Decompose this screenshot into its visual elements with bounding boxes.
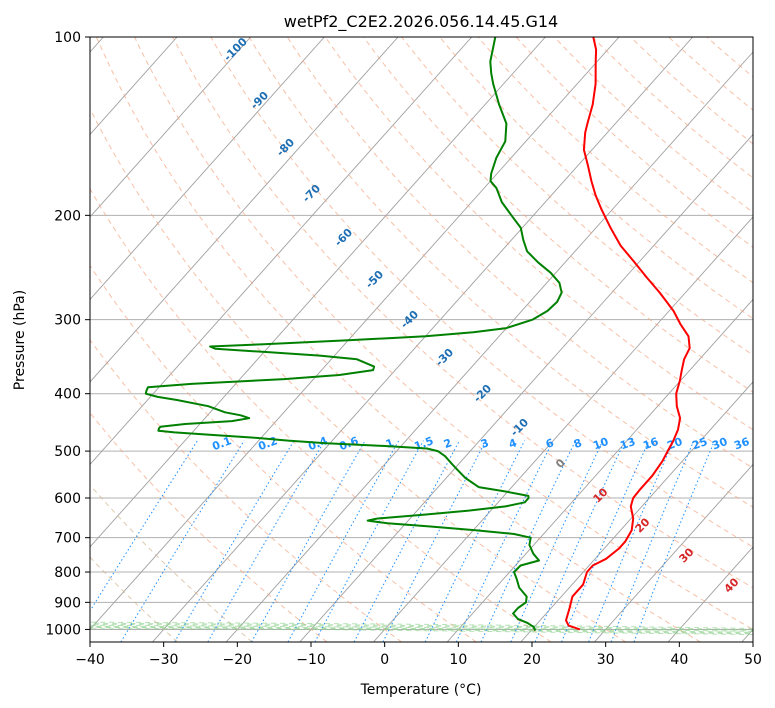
y-tick-label: 600 [54, 491, 81, 507]
mixing-ratio-line [287, 440, 400, 642]
mixing-ratio-line [120, 440, 245, 642]
mixing-ratio-line [561, 440, 650, 642]
mixing-ratio-label: 16 [641, 435, 660, 453]
y-tick-label: 300 [54, 313, 81, 329]
dry-adiabat [90, 484, 253, 642]
y-tick-label: 1000 [45, 622, 81, 638]
temperature-profile [565, 37, 691, 631]
mixing-ratio-line [314, 440, 424, 642]
dry-adiabat [95, 37, 701, 642]
x-tick-label: 0 [380, 652, 389, 668]
dry-adiabat [248, 37, 753, 508]
plot-frame [89, 36, 754, 643]
mixing-ratio-label: 3 [479, 436, 491, 451]
isotherm-line [594, 463, 753, 642]
mixing-ratio-line [534, 440, 626, 642]
x-tick-label: −10 [296, 652, 326, 668]
mixing-ratio-label: 0.1 [210, 434, 233, 453]
mixing-ratio-label: 2 [442, 436, 454, 451]
dry-adiabat [172, 37, 753, 589]
dry-adiabat [363, 37, 753, 393]
isotherm-line [90, 37, 252, 218]
dry-adiabat [477, 37, 753, 284]
y-axis-label: Pressure (hPa) [12, 290, 28, 390]
dry-adiabat [90, 264, 477, 642]
isotherm-line [225, 51, 753, 642]
moist-adiabat [90, 626, 753, 634]
mixing-ratio-line [174, 440, 295, 642]
y-tick-label: 100 [54, 30, 81, 46]
axes: −40 −30 −20 −10 0 10 20 30 40 5010020030040050060… [45, 30, 762, 668]
isotherm-line [90, 37, 399, 383]
dry-adiabat [210, 37, 753, 548]
dry-adiabat [90, 107, 627, 642]
mixing-ratio-line [90, 440, 198, 612]
x-tick-label: −40 [75, 652, 105, 668]
dry-adiabat [134, 37, 753, 630]
dry-adiabat [286, 37, 753, 469]
mixing-ratio-line [588, 440, 675, 642]
x-tick-label: 10 [449, 652, 467, 668]
mixing-ratio-line [251, 440, 366, 642]
x-tick-label: 20 [523, 652, 541, 668]
isotherm-line [90, 37, 546, 548]
isotherm-line [90, 37, 325, 301]
y-tick-label: 400 [54, 387, 81, 403]
moist-adiabat [90, 622, 753, 630]
y-tick-label: 800 [54, 565, 81, 581]
isotherm-line [446, 298, 753, 642]
mixing-ratio-label: 25 [690, 435, 709, 452]
dewpoint-profile [144, 37, 563, 632]
chart-title: wetPf2_C2E2.2026.056.14.45.G14 [284, 12, 558, 32]
moist-adiabat [90, 624, 753, 632]
mixing-ratio-label: 30 [710, 435, 729, 453]
mixing-ratio-lines [90, 440, 716, 642]
isotherm-line [90, 37, 473, 466]
y-tick-label: 500 [54, 444, 81, 460]
y-tick-label: 200 [54, 208, 81, 224]
x-tick-label: −20 [223, 652, 253, 668]
moist-adiabats [90, 621, 753, 636]
mixing-ratio-label: 6 [544, 436, 556, 451]
dry-adiabats [90, 37, 753, 642]
mixing-ratio-label: 13 [618, 435, 637, 452]
mixing-ratio-line [510, 440, 604, 642]
y-tick-label: 700 [54, 531, 81, 547]
dry-adiabat [90, 187, 552, 642]
mixing-ratio-label: 1 [384, 436, 396, 451]
profiles [144, 37, 691, 632]
mixing-ratio-label: 10 [591, 435, 610, 453]
mixing-ratio-label: 8 [572, 436, 584, 451]
plot-area: -100-90-80-70-60-50-40-30-20-10010203040… [90, 37, 753, 642]
mixing-ratio-label: 4 [507, 436, 519, 451]
y-tick-label: 900 [54, 595, 81, 611]
mixing-ratio-line [424, 440, 526, 642]
mixing-ratio-line [207, 440, 326, 642]
isotherm-line [152, 37, 694, 642]
mixing-ratio-label: 36 [732, 435, 751, 453]
x-tick-label: 40 [670, 652, 688, 668]
x-tick-label: 50 [744, 652, 762, 668]
isotherm-line [520, 381, 753, 642]
isotherm-line [373, 216, 753, 642]
x-tick-label: −30 [149, 652, 179, 668]
x-tick-label: 30 [597, 652, 615, 668]
x-axis-label: Temperature (°C) [360, 682, 482, 698]
